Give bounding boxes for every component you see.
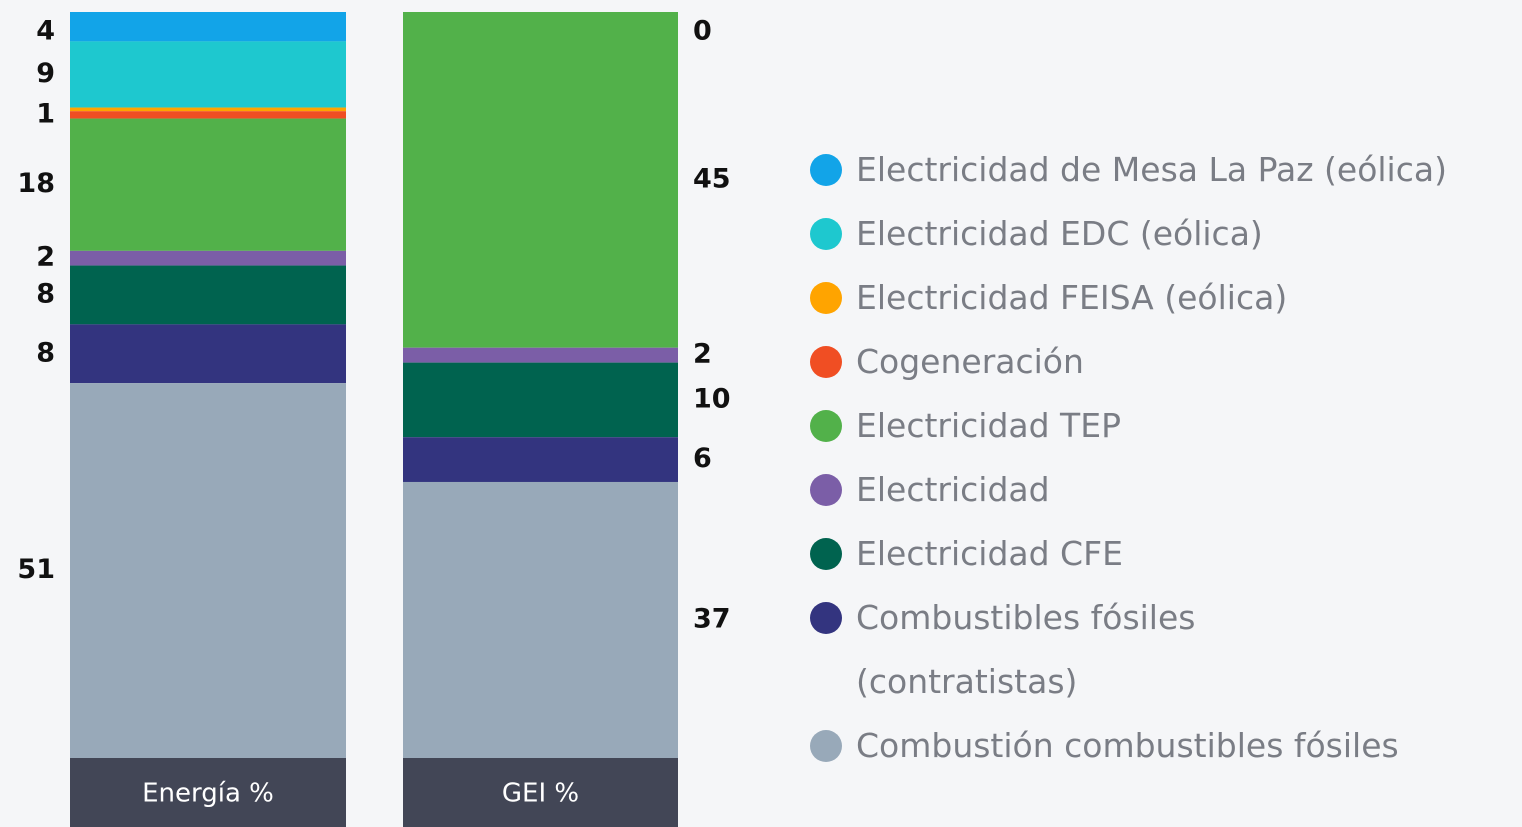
legend-marker [810, 346, 842, 378]
legend-marker [810, 538, 842, 570]
value-label: 8 [36, 337, 55, 368]
value-label: 8 [36, 278, 55, 309]
value-label: 6 [693, 443, 712, 474]
legend-label: Electricidad FEISA (eólica) [856, 278, 1288, 317]
bar-segment [70, 383, 346, 758]
bar-segment [403, 362, 678, 438]
value-label: 37 [693, 603, 731, 634]
bar-segment [403, 347, 678, 363]
value-label: 18 [17, 168, 55, 199]
value-label: 10 [693, 383, 731, 414]
legend-label: Electricidad [856, 470, 1050, 509]
bar-segment [70, 250, 346, 266]
bar-segment [70, 107, 346, 112]
legend-label: Electricidad de Mesa La Paz (eólica) [856, 150, 1447, 189]
value-label: 51 [17, 554, 55, 585]
value-label: 2 [36, 242, 55, 273]
bar-segment [403, 437, 678, 482]
legend-marker [810, 730, 842, 762]
legend-marker [810, 602, 842, 634]
legend-marker [810, 474, 842, 506]
legend-marker [810, 410, 842, 442]
legend-item: Electricidad TEP [810, 394, 1522, 458]
bar-segment [70, 265, 346, 325]
bar-segment [70, 118, 346, 251]
legend-item: Electricidad FEISA (eólica) [810, 266, 1522, 330]
bar-segment [70, 12, 346, 42]
legend-item: Combustibles fósiles (contratistas) [810, 586, 1250, 714]
value-label: 0 [693, 16, 712, 47]
legend-label: Electricidad EDC (eólica) [856, 214, 1263, 253]
legend-item: Combustión combustibles fósiles [810, 714, 1522, 778]
bar-segment [70, 324, 346, 384]
category-label: Energía % [142, 779, 274, 809]
value-label: 9 [36, 58, 55, 89]
legend-item: Electricidad CFE [810, 522, 1522, 586]
category-label: GEI % [502, 779, 579, 809]
bar-segment [70, 111, 346, 119]
bar-segment [70, 41, 346, 108]
value-label: 1 [36, 98, 55, 129]
bar-segment [403, 481, 678, 758]
category-box [403, 758, 678, 827]
legend: Electricidad de Mesa La Paz (eólica) Elec… [810, 138, 1522, 778]
chart: 4 9 1 18 2 8 8 51 Energía % 0 45 2 10 6 37 GEI % [17, 12, 731, 827]
legend-item: Electricidad de Mesa La Paz (eólica) [810, 138, 1522, 202]
legend-marker [810, 154, 842, 186]
legend-item: Cogeneración [810, 330, 1522, 394]
value-label: 4 [36, 16, 55, 47]
legend-marker [810, 282, 842, 314]
legend-label: Electricidad TEP [856, 406, 1121, 445]
category-box [70, 758, 346, 827]
legend-label: Combustión combustibles fósiles [856, 726, 1399, 765]
value-label: 2 [693, 339, 712, 370]
legend-item: Electricidad [810, 458, 1522, 522]
legend-label: Cogeneración [856, 342, 1084, 381]
value-label: 45 [693, 163, 731, 194]
legend-item: Electricidad EDC (eólica) [810, 202, 1522, 266]
legend-label: Electricidad CFE [856, 534, 1123, 573]
legend-marker [810, 218, 842, 250]
legend-label: Combustibles fósiles (contratistas) [856, 598, 1196, 701]
bar-segment [403, 12, 678, 348]
